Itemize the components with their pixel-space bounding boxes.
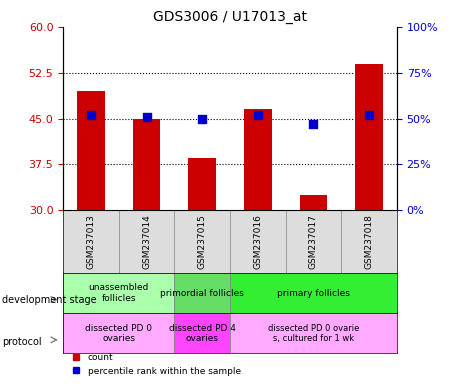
Legend: count, percentile rank within the sample: count, percentile rank within the sample [68,349,244,379]
Bar [244,109,272,210]
Point [310,121,317,127]
Point [254,112,262,118]
Text: primordial follicles: primordial follicles [160,289,244,298]
Bar [230,313,397,353]
Text: GSM237015: GSM237015 [198,214,207,269]
Text: dissected PD 4
ovaries: dissected PD 4 ovaries [169,324,235,343]
Text: GSM237013: GSM237013 [87,214,96,269]
Point [198,116,206,122]
Text: dissected PD 0
ovaries: dissected PD 0 ovaries [85,324,152,343]
Bar [299,195,327,210]
Text: dissected PD 0 ovarie
s, cultured for 1 wk: dissected PD 0 ovarie s, cultured for 1 … [268,324,359,343]
Point [143,114,150,120]
Bar [230,273,397,313]
Bar [63,313,175,353]
Bar [189,158,216,210]
Bar [175,273,230,313]
Text: development stage: development stage [2,295,97,305]
Title: GDS3006 / U17013_at: GDS3006 / U17013_at [153,10,307,25]
Bar [355,63,383,210]
Text: GSM237017: GSM237017 [309,214,318,269]
Bar [133,119,161,210]
Text: protocol: protocol [2,337,42,347]
Bar [63,273,175,313]
Text: primary follicles: primary follicles [277,289,350,298]
Text: unassembled
follicles: unassembled follicles [88,283,149,303]
Bar [77,91,105,210]
Point [365,112,373,118]
Bar [175,313,230,353]
Text: GSM237014: GSM237014 [142,214,151,269]
Text: GSM237016: GSM237016 [253,214,262,269]
Text: GSM237018: GSM237018 [364,214,373,269]
Point [87,112,95,118]
